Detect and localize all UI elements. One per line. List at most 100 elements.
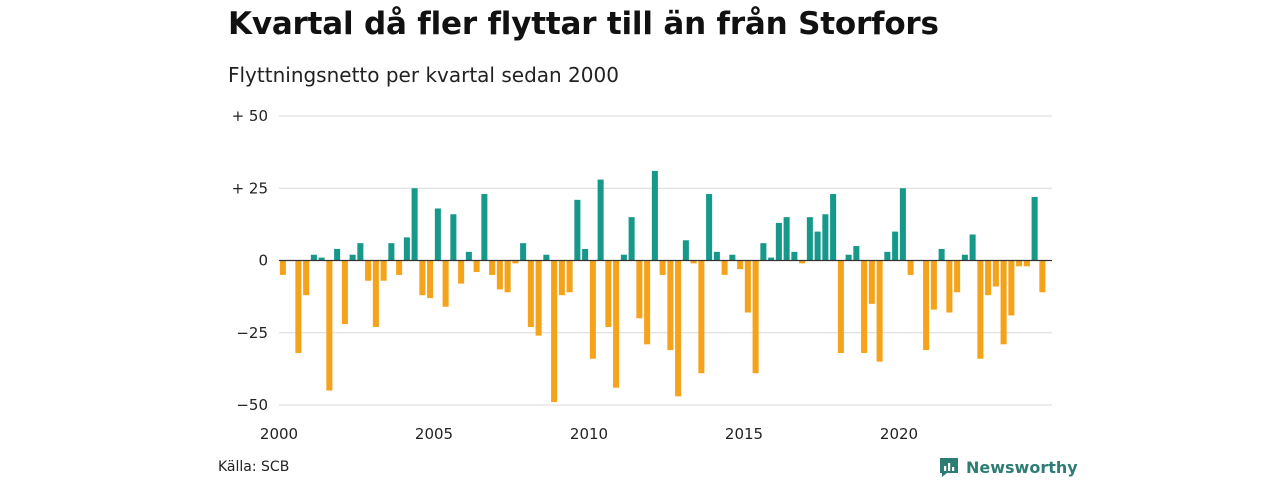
bar <box>954 260 961 293</box>
bar <box>768 257 775 261</box>
bar <box>535 260 542 336</box>
bar <box>706 194 713 261</box>
bar <box>520 243 527 261</box>
bar <box>698 260 705 374</box>
bar <box>752 260 759 374</box>
bar <box>853 246 860 261</box>
bar <box>318 257 325 261</box>
x-tick-label: 2000 <box>260 425 298 443</box>
bar <box>357 243 364 261</box>
newsworthy-logo-icon <box>940 458 958 477</box>
bar <box>899 188 906 261</box>
bar <box>861 260 868 353</box>
bar <box>783 217 790 261</box>
x-tick-label: 2010 <box>570 425 608 443</box>
bar <box>388 243 395 261</box>
bar <box>566 260 573 293</box>
bar <box>628 217 635 261</box>
bar <box>923 260 930 351</box>
bar <box>744 260 751 313</box>
bar <box>930 260 937 310</box>
bar <box>876 260 883 362</box>
bars <box>279 170 1046 403</box>
bar <box>613 260 620 388</box>
bar <box>427 260 434 299</box>
bar <box>830 194 837 261</box>
bar <box>303 260 310 296</box>
bar <box>396 260 403 275</box>
bar <box>1008 260 1015 316</box>
axes: + 50 + 25 0 −25 −50 2000 2005 2010 2015 2020 <box>232 107 1052 443</box>
bar <box>365 260 372 281</box>
bar <box>961 254 968 261</box>
y-tick-label: 0 <box>258 252 268 270</box>
bar <box>837 260 844 353</box>
bar <box>946 260 953 313</box>
x-tick-label: 2005 <box>415 425 453 443</box>
bar <box>644 260 651 345</box>
chart-subtitle: Flyttningsnetto per kvartal sedan 2000 <box>228 63 619 87</box>
bar <box>713 251 720 261</box>
bar <box>326 260 333 391</box>
bar <box>558 260 565 296</box>
bar <box>380 260 387 281</box>
bar <box>434 208 441 261</box>
y-tick-label: + 50 <box>232 107 268 125</box>
bar <box>1016 260 1023 267</box>
bar-chart: + 50 + 25 0 −25 −50 2000 2005 2010 2015 2020 <box>232 107 1052 443</box>
bar <box>845 254 852 261</box>
source-note: Källa: SCB <box>218 459 290 475</box>
bar <box>938 248 945 261</box>
bar <box>574 199 581 261</box>
bar <box>1000 260 1007 345</box>
bar <box>737 260 744 270</box>
bar <box>512 260 519 264</box>
bar <box>481 194 488 261</box>
bar <box>659 260 666 275</box>
bar <box>806 217 813 261</box>
bar <box>822 214 829 261</box>
x-tick-label: 2015 <box>725 425 763 443</box>
bar <box>551 260 558 403</box>
bar <box>775 222 782 261</box>
bar <box>977 260 984 359</box>
bar <box>1039 260 1046 293</box>
bar <box>341 260 348 325</box>
bar <box>1031 196 1038 261</box>
bar <box>667 260 674 351</box>
bar <box>496 260 503 290</box>
bar <box>279 260 286 275</box>
bar <box>458 260 465 284</box>
bar <box>907 260 914 275</box>
x-tick-label: 2020 <box>880 425 918 443</box>
bar <box>310 254 317 261</box>
brand-name: Newsworthy <box>966 457 1078 477</box>
bar <box>814 231 821 261</box>
bar <box>1023 260 1030 267</box>
chart-title: Kvartal då fler flyttar till än från Sto… <box>228 6 939 42</box>
bar <box>582 248 589 261</box>
bar <box>729 254 736 261</box>
bar <box>675 260 682 397</box>
bar <box>442 260 449 307</box>
bar <box>682 240 689 261</box>
brand-logo[interactable]: Newsworthy <box>938 456 1078 478</box>
bar <box>527 260 534 327</box>
bar <box>868 260 875 304</box>
bar <box>372 260 379 327</box>
bar <box>411 188 418 261</box>
bar <box>992 260 999 287</box>
bar <box>450 214 457 261</box>
y-tick-label: + 25 <box>232 179 268 197</box>
bar <box>760 243 767 261</box>
bar <box>489 260 496 275</box>
bar <box>419 260 426 296</box>
bar <box>605 260 612 327</box>
bar <box>597 179 604 261</box>
bar <box>589 260 596 359</box>
bar <box>791 251 798 261</box>
bar <box>403 237 410 261</box>
bar <box>349 254 356 261</box>
bar <box>504 260 511 293</box>
bar <box>543 254 550 261</box>
